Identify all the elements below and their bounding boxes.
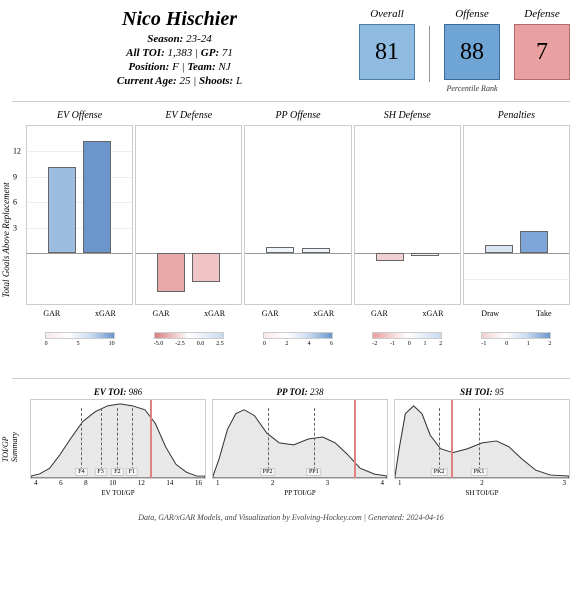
bar-xgar bbox=[411, 253, 439, 256]
toi-line-label: F2 bbox=[111, 468, 123, 476]
bar-gar bbox=[48, 167, 76, 253]
separator-1 bbox=[12, 101, 570, 102]
toi-line-label: F3 bbox=[94, 468, 106, 476]
toi-line-label: F4 bbox=[75, 468, 87, 476]
panel-plot: 36912 bbox=[26, 125, 133, 305]
gar-charts: Total Goals Above Replacement EV Offense… bbox=[12, 110, 570, 370]
gradient-legend bbox=[263, 332, 333, 339]
toi-title: EV TOI: 986 bbox=[94, 387, 142, 397]
toi-xlabel: SH TOI/GP bbox=[465, 489, 498, 497]
gradient-legend bbox=[154, 332, 224, 339]
panel-title: SH Defense bbox=[384, 110, 431, 121]
toi-marker bbox=[354, 400, 356, 478]
pos-team-line: Position: F | Team: NJ bbox=[12, 61, 347, 73]
toi-plot: PK2 PK1 bbox=[394, 399, 570, 479]
gar-panel-1: EV DefenseGARxGAR-5.0-2.50.02.5 bbox=[135, 110, 242, 370]
panel-title: PP Offense bbox=[275, 110, 320, 121]
toi-line-label: PP1 bbox=[306, 468, 322, 476]
season-line: Season: 23-24 bbox=[12, 33, 347, 45]
rank-defense: Defense 7 bbox=[514, 8, 570, 80]
panel-title: EV Offense bbox=[57, 110, 102, 121]
panel-title: EV Defense bbox=[165, 110, 212, 121]
toi-title: PP TOI: 238 bbox=[277, 387, 324, 397]
toi-line-label: PK2 bbox=[431, 468, 448, 476]
player-card: Nico Hischier Season: 23-24 All TOI: 1,3… bbox=[0, 0, 582, 530]
age-shoots-line: Current Age: 25 | Shoots: L bbox=[12, 75, 347, 87]
bar-gar bbox=[376, 253, 404, 261]
bar-xgar bbox=[83, 141, 111, 253]
gar-panel-2: PP OffenseGARxGAR0246 bbox=[244, 110, 351, 370]
toi-line-label: PK1 bbox=[471, 468, 488, 476]
toi-ylabel: TOI/GPSummary bbox=[1, 432, 19, 462]
panel-plot bbox=[354, 125, 461, 305]
separator-2 bbox=[12, 378, 570, 379]
rank-offense: Offense 88 Percentile Rank bbox=[444, 8, 500, 93]
toi-line-label: F1 bbox=[126, 468, 138, 476]
gradient-legend bbox=[45, 332, 115, 339]
rank-overall-box: 81 bbox=[359, 24, 415, 80]
toi-marker bbox=[150, 400, 152, 478]
toi-xlabel: PP TOI/GP bbox=[284, 489, 316, 497]
panel-title: Penalties bbox=[498, 110, 535, 121]
player-name: Nico Hischier bbox=[12, 8, 347, 31]
toi-gp-line: All TOI: 1,383 | GP: 71 bbox=[12, 47, 347, 59]
bar-draw bbox=[485, 245, 513, 253]
toi-panel-1: PP TOI: 238PP2PP11234PP TOI/GP bbox=[212, 387, 388, 507]
rank-defense-box: 7 bbox=[514, 24, 570, 80]
gar-panel-4: PenaltiesDrawTake-1012 bbox=[463, 110, 570, 370]
toi-title: SH TOI: 95 bbox=[460, 387, 504, 397]
rank-boxes: Overall 81 Offense 88 Percentile Rank De… bbox=[359, 8, 570, 93]
rank-overall: Overall 81 bbox=[359, 8, 415, 80]
gar-panel-0: EV Offense36912GARxGAR0510 bbox=[26, 110, 133, 370]
panel-plot bbox=[135, 125, 242, 305]
toi-plot: PP2 PP1 bbox=[212, 399, 388, 479]
bar-gar bbox=[266, 247, 294, 253]
bar-xgar bbox=[192, 253, 220, 282]
bar-take bbox=[520, 231, 548, 253]
rank-divider bbox=[429, 26, 430, 82]
bar-gar bbox=[157, 253, 185, 292]
toi-line-label: PP2 bbox=[260, 468, 276, 476]
footer-credit: Data, GAR/xGAR Models, and Visualization… bbox=[12, 513, 570, 522]
player-info: Nico Hischier Season: 23-24 All TOI: 1,3… bbox=[12, 8, 347, 93]
bar-xgar bbox=[302, 248, 330, 253]
toi-summary: TOI/GPSummary EV TOI: 986F4F3F2F14681012… bbox=[12, 387, 570, 507]
toi-panel-2: SH TOI: 95PK2PK1123SH TOI/GP bbox=[394, 387, 570, 507]
gradient-legend bbox=[372, 332, 442, 339]
panel-plot bbox=[244, 125, 351, 305]
rank-offense-box: 88 bbox=[444, 24, 500, 80]
header: Nico Hischier Season: 23-24 All TOI: 1,3… bbox=[12, 8, 570, 93]
gar-panel-3: SH DefenseGARxGAR-2-1012 bbox=[354, 110, 461, 370]
toi-xlabel: EV TOI/GP bbox=[101, 489, 134, 497]
gradient-legend bbox=[481, 332, 551, 339]
toi-panel-0: EV TOI: 986F4F3F2F146810121416EV TOI/GP bbox=[30, 387, 206, 507]
panel-plot bbox=[463, 125, 570, 305]
toi-marker bbox=[451, 400, 453, 478]
toi-plot: F4 F3 F2F1 bbox=[30, 399, 206, 479]
gar-ylabel: Total Goals Above Replacement bbox=[1, 182, 11, 297]
